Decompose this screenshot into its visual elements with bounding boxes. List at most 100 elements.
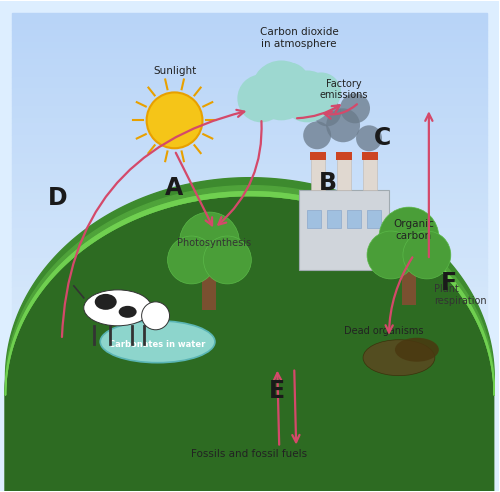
Circle shape xyxy=(146,92,203,148)
Text: B: B xyxy=(319,171,337,195)
Bar xyxy=(363,158,377,190)
Bar xyxy=(347,210,361,228)
Bar xyxy=(12,438,486,444)
Bar xyxy=(12,123,486,129)
Bar xyxy=(12,444,486,450)
Bar xyxy=(12,450,486,456)
Bar xyxy=(12,217,486,223)
Bar xyxy=(12,386,486,392)
Text: Dead organisms: Dead organisms xyxy=(344,326,424,336)
Bar xyxy=(12,170,486,176)
Bar xyxy=(12,199,486,205)
Text: Fossils and fossil fuels: Fossils and fossil fuels xyxy=(192,450,308,460)
Text: Plant
respiration: Plant respiration xyxy=(434,284,486,306)
Ellipse shape xyxy=(100,321,215,363)
Bar xyxy=(12,275,486,281)
Ellipse shape xyxy=(94,294,116,310)
Bar xyxy=(12,240,486,246)
Text: E: E xyxy=(270,379,285,402)
Ellipse shape xyxy=(363,340,435,376)
Bar xyxy=(12,60,486,65)
Bar xyxy=(12,164,486,170)
Circle shape xyxy=(326,108,360,142)
Bar xyxy=(12,193,486,199)
Bar xyxy=(12,36,486,42)
Circle shape xyxy=(254,68,289,104)
Bar xyxy=(12,351,486,357)
Bar xyxy=(12,83,486,89)
Bar xyxy=(327,210,341,228)
Bar xyxy=(12,24,486,30)
Bar xyxy=(12,129,486,135)
Text: Carbonates in water: Carbonates in water xyxy=(110,340,206,349)
Bar xyxy=(12,380,486,386)
Bar xyxy=(12,176,486,182)
Bar xyxy=(12,252,486,258)
Circle shape xyxy=(340,93,370,123)
Ellipse shape xyxy=(118,306,136,318)
Bar xyxy=(12,71,486,77)
Bar xyxy=(12,42,486,48)
Bar xyxy=(12,112,486,118)
Circle shape xyxy=(282,70,333,123)
Bar xyxy=(12,234,486,240)
Bar xyxy=(12,141,486,147)
Text: Organic
carbon: Organic carbon xyxy=(394,219,434,241)
Bar xyxy=(310,152,326,160)
Bar xyxy=(12,328,486,334)
Bar xyxy=(12,182,486,187)
Bar xyxy=(12,281,486,287)
Bar xyxy=(12,456,486,462)
Polygon shape xyxy=(5,195,494,492)
Circle shape xyxy=(367,231,415,279)
Ellipse shape xyxy=(84,290,152,326)
Bar xyxy=(12,357,486,363)
Circle shape xyxy=(252,61,311,121)
Bar xyxy=(12,147,486,153)
Bar xyxy=(12,473,486,479)
Bar xyxy=(12,158,486,164)
Circle shape xyxy=(180,212,240,272)
Bar xyxy=(12,363,486,369)
Bar xyxy=(12,468,486,473)
Bar xyxy=(12,369,486,374)
Bar xyxy=(402,265,416,305)
Bar xyxy=(12,316,486,322)
Bar xyxy=(367,210,381,228)
Bar xyxy=(202,270,216,310)
Bar xyxy=(12,339,486,345)
Bar xyxy=(12,427,486,432)
Bar xyxy=(12,89,486,94)
Bar xyxy=(12,310,486,316)
Bar xyxy=(12,77,486,83)
Bar xyxy=(12,13,486,19)
Bar xyxy=(12,305,486,310)
Bar xyxy=(12,415,486,421)
Text: Photosynthesis: Photosynthesis xyxy=(178,238,252,248)
Bar xyxy=(12,403,486,409)
Circle shape xyxy=(301,72,341,112)
Bar xyxy=(12,223,486,228)
Bar xyxy=(12,264,486,269)
Bar xyxy=(12,432,486,438)
Bar xyxy=(12,211,486,217)
Circle shape xyxy=(403,231,451,279)
Bar xyxy=(307,210,321,228)
Circle shape xyxy=(204,236,252,284)
Bar xyxy=(12,48,486,54)
Bar xyxy=(12,30,486,36)
Circle shape xyxy=(379,207,439,267)
Bar xyxy=(12,205,486,211)
Text: C: C xyxy=(374,126,392,150)
Circle shape xyxy=(238,74,285,123)
Bar xyxy=(12,392,486,398)
Text: A: A xyxy=(164,176,183,200)
Bar xyxy=(12,100,486,106)
Circle shape xyxy=(168,236,216,284)
Circle shape xyxy=(303,122,331,149)
Text: F: F xyxy=(441,271,457,295)
Bar xyxy=(12,322,486,328)
Text: D: D xyxy=(48,186,68,210)
Bar xyxy=(12,54,486,60)
Bar xyxy=(12,65,486,71)
